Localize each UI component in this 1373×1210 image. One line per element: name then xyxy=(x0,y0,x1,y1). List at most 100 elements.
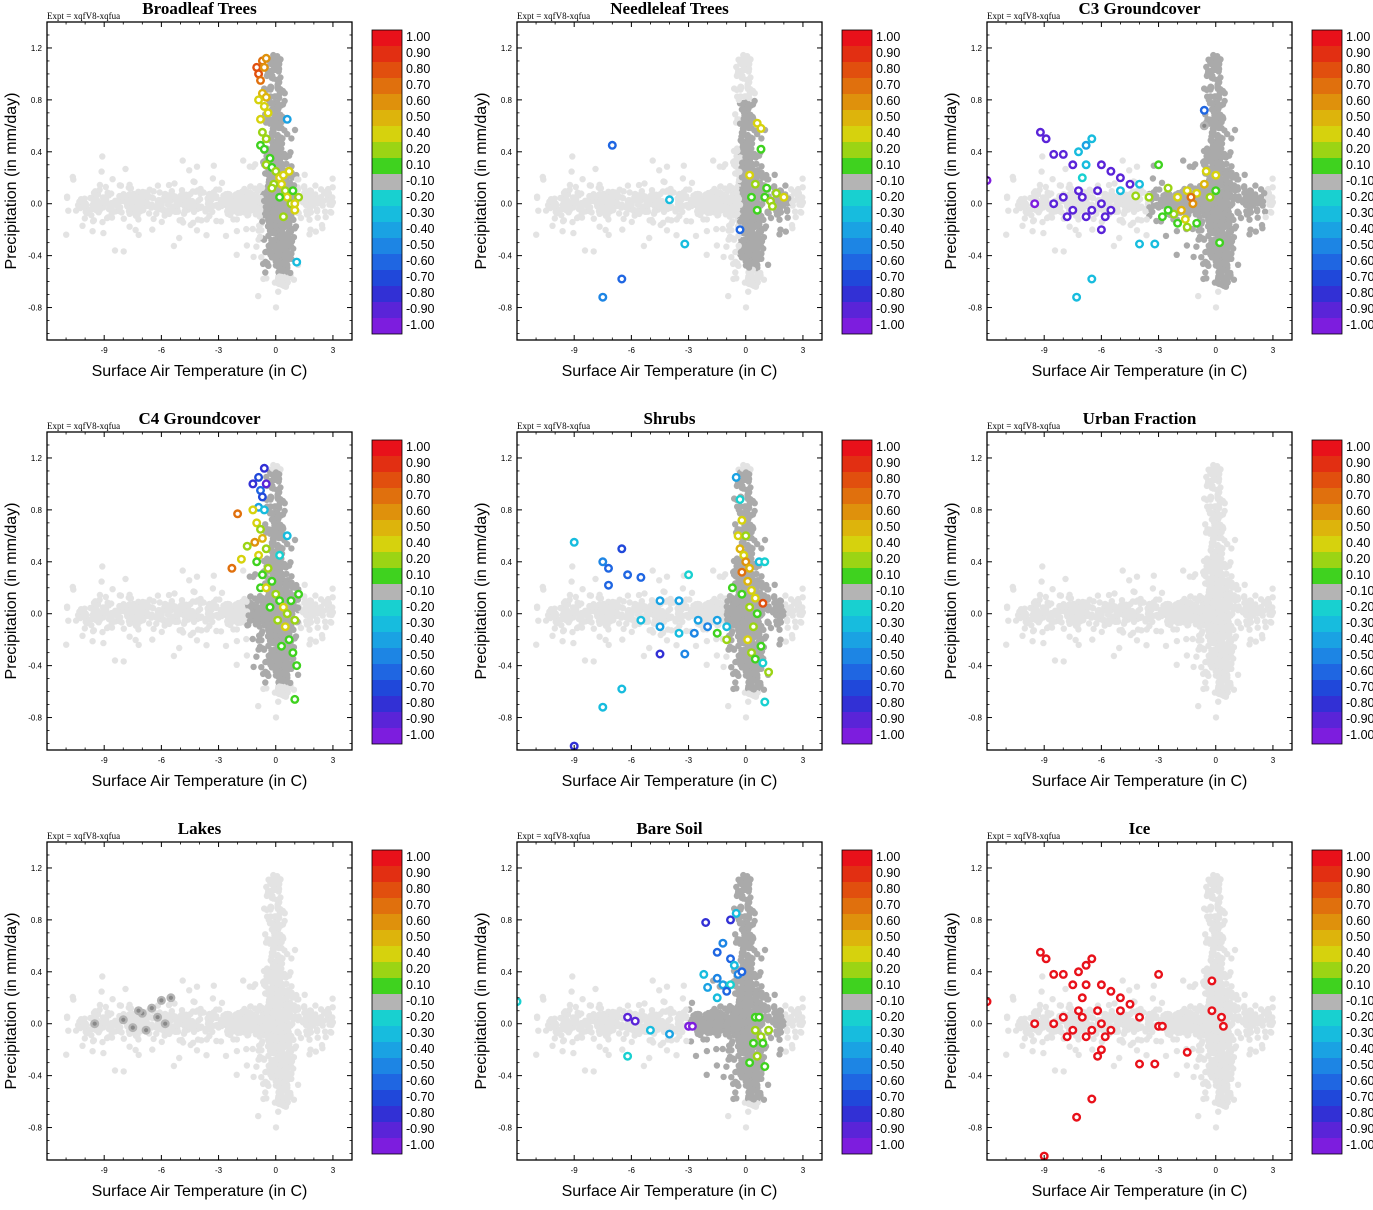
background-point xyxy=(576,206,582,212)
y-tick-label: 0.4 xyxy=(31,148,43,157)
background-point xyxy=(1163,233,1169,239)
background-point xyxy=(706,206,712,212)
background-point xyxy=(157,599,163,605)
data-point xyxy=(1070,162,1077,169)
background-point xyxy=(1228,256,1234,262)
x-tick-label: 0 xyxy=(274,346,279,355)
data-point xyxy=(1089,207,1096,214)
colorbar-label: 1.00 xyxy=(1346,30,1370,44)
background-point xyxy=(291,277,297,283)
background-point xyxy=(73,207,79,213)
background-point xyxy=(150,216,156,222)
background-point xyxy=(219,590,225,596)
colorbar-label: 0.10 xyxy=(876,158,900,172)
background-point xyxy=(1215,137,1221,143)
colorbar-label: -1.00 xyxy=(876,318,905,332)
background-point xyxy=(605,189,611,195)
background-point xyxy=(592,166,598,172)
background-point xyxy=(1043,184,1049,190)
background-point xyxy=(533,232,539,238)
background-point xyxy=(83,202,89,208)
background-point xyxy=(665,216,671,222)
background-point xyxy=(277,251,283,257)
background-point xyxy=(1005,208,1011,214)
background-point xyxy=(1254,207,1260,213)
data-point xyxy=(1213,187,1220,194)
background-point xyxy=(570,230,576,236)
background-point xyxy=(674,216,680,222)
background-point xyxy=(97,201,103,207)
background-point xyxy=(1193,244,1199,250)
colorbar-swatch xyxy=(842,62,872,78)
y-tick-label: 0.8 xyxy=(31,96,43,105)
background-point xyxy=(150,598,156,604)
background-point xyxy=(155,182,161,188)
colorbar-label: -0.30 xyxy=(876,206,905,220)
background-point xyxy=(283,284,289,290)
colorbar-swatch xyxy=(1312,254,1342,270)
background-point xyxy=(282,90,288,96)
background-point xyxy=(1248,188,1254,194)
background-point xyxy=(733,275,739,281)
background-point xyxy=(586,199,592,205)
colorbar-label: -0.10 xyxy=(406,174,435,188)
background-point xyxy=(1221,274,1227,280)
background-point xyxy=(194,227,200,233)
background-point xyxy=(70,176,76,182)
background-point xyxy=(1231,182,1237,188)
background-point xyxy=(785,215,791,221)
colorbar-label: 0.20 xyxy=(406,142,430,156)
background-point xyxy=(106,192,112,198)
data-point xyxy=(1043,136,1050,143)
background-point xyxy=(244,652,250,658)
background-point xyxy=(746,66,752,72)
background-point xyxy=(704,252,710,258)
background-point xyxy=(713,226,719,232)
background-point xyxy=(739,130,745,136)
data-point xyxy=(1089,136,1096,143)
background-point xyxy=(1241,184,1247,190)
colorbar-swatch xyxy=(372,30,402,46)
background-point xyxy=(315,215,321,221)
background-point xyxy=(630,206,636,212)
background-point xyxy=(1052,247,1058,253)
background-point xyxy=(1227,270,1233,276)
background-point xyxy=(250,254,256,260)
data-point xyxy=(257,116,264,123)
background-point xyxy=(1107,198,1113,204)
background-point xyxy=(302,172,308,178)
data-point xyxy=(1094,187,1101,194)
background-point xyxy=(328,209,334,215)
background-point xyxy=(226,601,232,607)
background-point xyxy=(96,187,102,193)
background-point xyxy=(641,180,647,186)
colorbar-label: 0.80 xyxy=(876,62,900,76)
background-point xyxy=(734,190,740,196)
background-point xyxy=(273,258,279,264)
background-point xyxy=(1243,202,1249,208)
background-point xyxy=(127,186,133,192)
background-point xyxy=(791,190,797,196)
background-point xyxy=(91,190,97,196)
background-point xyxy=(720,226,726,232)
background-point xyxy=(745,280,751,286)
background-point xyxy=(1210,52,1216,58)
colorbar-label: -0.90 xyxy=(876,302,905,316)
background-point xyxy=(540,176,546,182)
background-point xyxy=(195,216,201,222)
x-tick-label: 3 xyxy=(1271,346,1276,355)
background-point xyxy=(322,209,328,215)
data-point xyxy=(1152,241,1159,248)
background-point xyxy=(1023,210,1029,216)
background-point xyxy=(568,168,574,174)
data-point xyxy=(1083,142,1090,149)
background-point xyxy=(330,184,336,190)
colorbar-label: 0.90 xyxy=(876,46,900,60)
colorbar-swatch xyxy=(1312,270,1342,286)
background-point xyxy=(745,93,751,99)
colorbar-label: -0.40 xyxy=(1346,222,1373,236)
y-tick-label: -0.4 xyxy=(28,252,42,261)
plot-frame xyxy=(517,22,822,340)
background-point xyxy=(166,592,172,598)
